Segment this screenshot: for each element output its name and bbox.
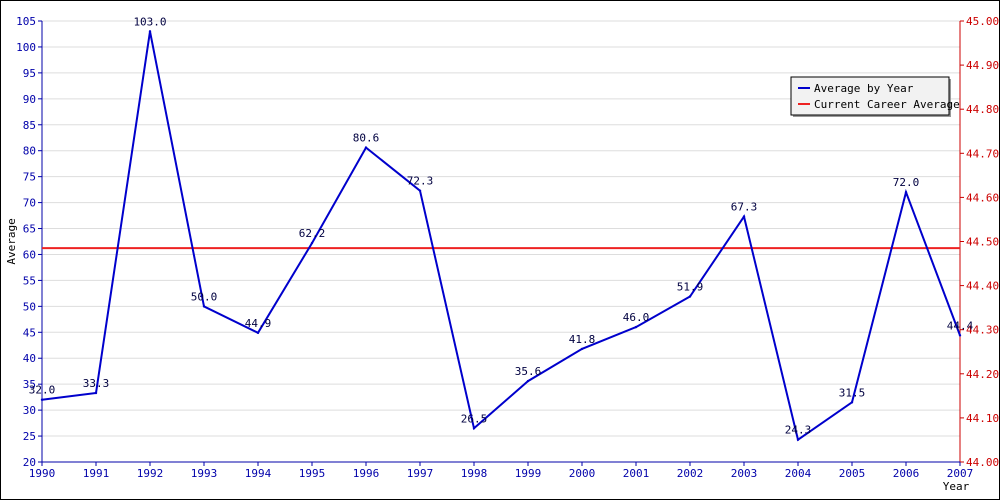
data-label: 31.5 <box>839 386 866 399</box>
data-point <box>256 331 260 335</box>
y-tick-label: 55 <box>23 274 36 287</box>
y-tick-label: 90 <box>23 93 36 106</box>
y-tick-label: 75 <box>23 171 36 184</box>
y-tick-label: 25 <box>23 430 36 443</box>
data-point <box>364 146 368 149</box>
data-label: 72.0 <box>893 176 920 189</box>
legend-label: Current Career Average <box>814 98 960 111</box>
legend-box <box>790 76 950 116</box>
y2-tick-label: 44.50 <box>966 236 999 249</box>
series <box>40 30 962 442</box>
x-tick-label: 2004 <box>785 467 812 480</box>
x-tick-label: 1997 <box>407 467 434 480</box>
x-tick-label: 2006 <box>893 467 920 480</box>
data-label: 67.3 <box>731 201 758 214</box>
y2-tick-label: 44.70 <box>966 147 999 160</box>
y-tick-label: 105 <box>16 15 36 28</box>
y2-tick-label: 44.60 <box>966 191 999 204</box>
data-label: 35.6 <box>515 365 542 378</box>
y-tick-label: 85 <box>23 119 36 132</box>
data-point <box>310 241 314 245</box>
x-tick-label: 1998 <box>461 467 488 480</box>
grid <box>42 20 960 463</box>
average-by-year-line <box>41 31 961 442</box>
x-tick-label: 1996 <box>353 467 380 480</box>
data-point <box>958 334 962 337</box>
y-tick-label: 100 <box>16 41 36 54</box>
y2-tick-label: 44.90 <box>966 59 999 72</box>
data-point <box>850 401 854 404</box>
data-point <box>202 305 206 308</box>
y2-tick-label: 44.10 <box>966 412 999 425</box>
data-label: 33.3 <box>83 377 110 390</box>
data-labels: 32.0 33.3 103.0 50.0 44.9 62.2 80.6 72.3 26.5 35.… <box>29 15 974 436</box>
data-label: 51.9 <box>677 280 704 293</box>
y-tick-label: 40 <box>23 352 36 365</box>
data-point <box>40 398 44 401</box>
data-point <box>742 215 746 218</box>
y2-tick-label: 44.30 <box>966 324 999 337</box>
y-tick-label: 35 <box>23 378 36 391</box>
x-tick-label: 2001 <box>623 467 650 480</box>
data-point <box>94 391 98 395</box>
y2-tick-label: 44.00 <box>966 456 999 469</box>
data-label: 62.2 <box>299 227 326 240</box>
x-tick-label: 1994 <box>245 467 272 480</box>
data-label: 50.0 <box>191 290 218 303</box>
data-point <box>796 438 800 441</box>
y-tick-label: 95 <box>23 67 36 80</box>
y-tick-label: 50 <box>23 300 36 313</box>
x-tick-label: 2003 <box>731 467 758 480</box>
y-tick-label: 30 <box>23 404 36 417</box>
data-label: 26.5 <box>461 412 488 425</box>
y-tick-label: 45 <box>23 326 36 339</box>
legend-label: Average by Year <box>814 82 914 95</box>
y2-tick-label: 44.80 <box>966 103 999 116</box>
x-tick-label: 2005 <box>839 467 866 480</box>
x-tick-label: 2002 <box>677 467 704 480</box>
y-tick-label: 70 <box>23 197 36 210</box>
y2-tick-label: 44.20 <box>966 368 999 381</box>
y-axis-title: Average <box>5 218 18 264</box>
data-label: 72.3 <box>407 175 434 188</box>
data-label: 44.4 <box>947 319 974 332</box>
data-label: 32.0 <box>29 384 56 397</box>
axes: 20 25 30 35 40 45 50 55 60 65 70 75 80 85 90 95 100 105 44… <box>16 15 999 480</box>
y2-tick-label: 45.00 <box>966 15 999 28</box>
data-point <box>148 30 152 33</box>
data-label: 24.3 <box>785 424 812 437</box>
x-tick-label: 2007 <box>947 467 974 480</box>
data-point <box>904 191 908 194</box>
data-label: 46.0 <box>623 311 650 324</box>
data-point <box>688 295 692 298</box>
data-label: 44.9 <box>245 317 272 330</box>
x-tick-label: 1999 <box>515 467 542 480</box>
y-tick-label: 65 <box>23 223 36 236</box>
x-tick-label: 1991 <box>83 467 110 480</box>
legend: Average by Year Current Career Average <box>790 76 960 117</box>
data-label: 103.0 <box>133 15 166 28</box>
data-label: 80.6 <box>353 132 380 145</box>
data-point <box>634 325 638 329</box>
x-tick-label: 1990 <box>29 467 56 480</box>
x-tick-label: 1992 <box>137 467 164 480</box>
x-axis-title: Year <box>943 480 970 493</box>
data-label: 41.8 <box>569 333 596 346</box>
data-point <box>418 189 422 192</box>
x-tick-label: 1995 <box>299 467 326 480</box>
y2-tick-label: 44.40 <box>966 280 999 293</box>
x-tick-label: 1993 <box>191 467 218 480</box>
y-tick-label: 20 <box>23 456 36 469</box>
x-tick-label: 2000 <box>569 467 596 480</box>
data-point <box>580 347 584 351</box>
data-point <box>472 427 476 430</box>
data-point <box>526 379 530 383</box>
y-tick-label: 60 <box>23 248 36 261</box>
y-tick-label: 80 <box>23 145 36 158</box>
